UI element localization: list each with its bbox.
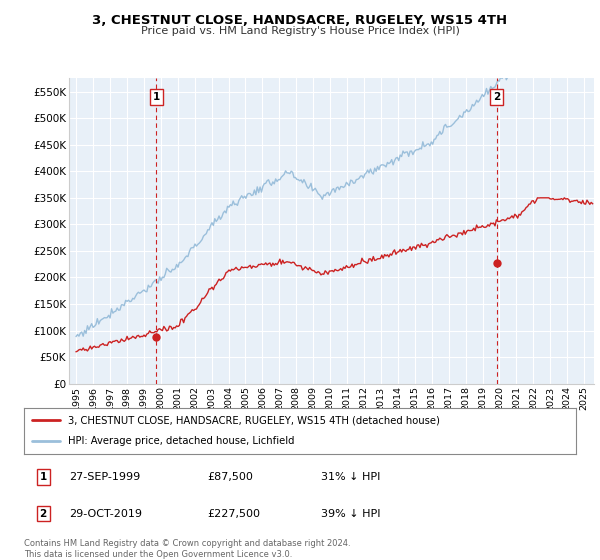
Text: £227,500: £227,500 bbox=[207, 508, 260, 519]
Text: 3, CHESTNUT CLOSE, HANDSACRE, RUGELEY, WS15 4TH (detached house): 3, CHESTNUT CLOSE, HANDSACRE, RUGELEY, W… bbox=[68, 415, 440, 425]
Text: 2: 2 bbox=[40, 508, 47, 519]
Text: 27-SEP-1999: 27-SEP-1999 bbox=[69, 472, 140, 482]
Text: 39% ↓ HPI: 39% ↓ HPI bbox=[321, 508, 380, 519]
Text: £87,500: £87,500 bbox=[207, 472, 253, 482]
Text: HPI: Average price, detached house, Lichfield: HPI: Average price, detached house, Lich… bbox=[68, 436, 295, 446]
Text: 1: 1 bbox=[40, 472, 47, 482]
Text: 31% ↓ HPI: 31% ↓ HPI bbox=[321, 472, 380, 482]
Text: Contains HM Land Registry data © Crown copyright and database right 2024.
This d: Contains HM Land Registry data © Crown c… bbox=[24, 539, 350, 559]
Text: 2: 2 bbox=[493, 92, 500, 102]
Text: 3, CHESTNUT CLOSE, HANDSACRE, RUGELEY, WS15 4TH: 3, CHESTNUT CLOSE, HANDSACRE, RUGELEY, W… bbox=[92, 14, 508, 27]
Text: 1: 1 bbox=[153, 92, 160, 102]
Text: 29-OCT-2019: 29-OCT-2019 bbox=[69, 508, 142, 519]
Text: Price paid vs. HM Land Registry's House Price Index (HPI): Price paid vs. HM Land Registry's House … bbox=[140, 26, 460, 36]
